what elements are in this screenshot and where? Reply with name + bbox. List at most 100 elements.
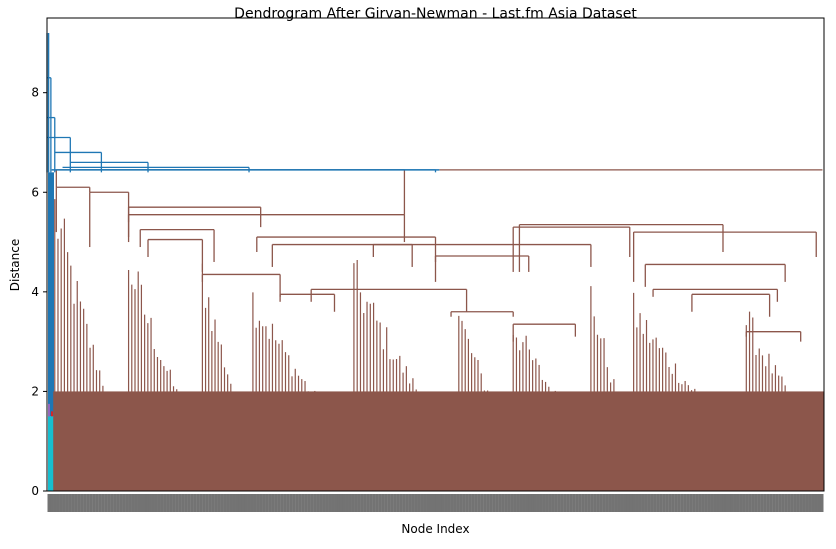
x-tick-label-mark (719, 494, 723, 512)
x-tick-label-mark (116, 494, 120, 512)
x-tick-label-mark (223, 494, 227, 512)
x-tick-label-mark (757, 494, 761, 512)
x-tick-label-mark (629, 494, 633, 512)
x-tick-label-mark (307, 494, 311, 512)
x-tick-label-mark (325, 494, 329, 512)
x-tick-label-mark (730, 494, 734, 512)
x-tick-label-mark (632, 494, 636, 512)
x-tick-label-mark (575, 494, 579, 512)
x-tick-label-mark (793, 494, 797, 512)
x-tick-label-mark (426, 494, 430, 512)
x-tick-label-mark (510, 494, 514, 512)
x-tick-label-mark (301, 494, 305, 512)
y-tick-label: 8 (31, 86, 39, 100)
x-tick-label-mark (489, 494, 493, 512)
above-threshold-block (48, 172, 54, 417)
x-tick-label-mark (647, 494, 651, 512)
x-tick-label-mark (507, 494, 511, 512)
x-tick-label-mark (513, 494, 517, 512)
x-tick-label-mark (83, 494, 87, 512)
x-tick-label-mark (498, 494, 502, 512)
x-tick-label-mark (178, 494, 182, 512)
x-tick-label-mark (220, 494, 224, 512)
y-tick-label: 0 (31, 484, 39, 498)
x-tick-label-mark (796, 494, 800, 512)
x-tick-label-mark (635, 494, 639, 512)
x-tick-label-mark (89, 494, 93, 512)
x-tick-label-mark (390, 494, 394, 512)
x-tick-label-mark (456, 494, 460, 512)
x-tick-label-mark (677, 494, 681, 512)
x-tick-label-mark (686, 494, 690, 512)
x-tick-label-mark (799, 494, 803, 512)
x-tick-label-mark (450, 494, 454, 512)
x-tick-label-mark (528, 494, 532, 512)
x-tick-label-mark (638, 494, 642, 512)
x-tick-label-mark (704, 494, 708, 512)
x-tick-label-mark (569, 494, 573, 512)
x-tick-label-mark (754, 494, 758, 512)
x-tick-label-mark (65, 494, 69, 512)
x-tick-label-mark (444, 494, 448, 512)
x-tick-label-mark (253, 494, 257, 512)
x-tick-label-mark (650, 494, 654, 512)
x-tick-label-mark (432, 494, 436, 512)
x-tick-label-mark (122, 494, 126, 512)
x-tick-label-mark (110, 494, 114, 512)
x-tick-label-mark (584, 494, 588, 512)
x-tick-label-mark (372, 494, 376, 512)
x-tick-label-mark (59, 494, 63, 512)
x-tick-label-mark (47, 494, 51, 512)
dendrogram-links (46, 32, 825, 491)
x-tick-label-mark (214, 494, 218, 512)
x-tick-label-mark (480, 494, 484, 512)
x-tick-label-mark (145, 494, 149, 512)
x-tick-label-mark (86, 494, 90, 512)
x-axis-label: Node Index (401, 522, 470, 536)
x-tick-label-mark (137, 494, 141, 512)
plot-frame (46, 17, 825, 492)
x-tick-label-mark (196, 494, 200, 512)
x-tick-label-mark (713, 494, 717, 512)
x-tick-label-mark (453, 494, 457, 512)
x-tick-label-mark (483, 494, 487, 512)
x-tick-label-mark (217, 494, 221, 512)
x-tick-label-mark (733, 494, 737, 512)
x-tick-label-mark (334, 494, 338, 512)
y-axis-label: Distance (8, 238, 22, 292)
x-tick-label-mark (348, 494, 352, 512)
x-tick-label-mark (354, 494, 358, 512)
x-tick-label-mark (724, 494, 728, 512)
x-tick-label-mark (402, 494, 406, 512)
x-tick-label-mark (778, 494, 782, 512)
x-tick-label-mark (554, 494, 558, 512)
x-tick-label-mark (739, 494, 743, 512)
x-tick-label-mark (692, 494, 696, 512)
x-tick-label-mark (525, 494, 529, 512)
x-tick-label-mark (572, 494, 576, 512)
x-tick-label-mark (504, 494, 508, 512)
x-tick-label-mark (342, 494, 346, 512)
x-tick-label-mark (405, 494, 409, 512)
x-tick-label-mark (295, 494, 299, 512)
x-tick-label-mark (244, 494, 248, 512)
x-tick-label-mark (674, 494, 678, 512)
x-tick-label-mark (811, 494, 815, 512)
x-tick-label-mark (814, 494, 818, 512)
x-tick-label-mark (429, 494, 433, 512)
x-tick-label-mark (387, 494, 391, 512)
x-tick-label-mark (381, 494, 385, 512)
x-tick-label-mark (134, 494, 138, 512)
x-tick-label-mark (760, 494, 764, 512)
x-tick-label-mark (551, 494, 555, 512)
x-tick-label-mark (160, 494, 164, 512)
x-tick-label-mark (477, 494, 481, 512)
x-tick-label-mark (557, 494, 561, 512)
x-tick-label-mark (716, 494, 720, 512)
x-tick-label-mark (533, 494, 537, 512)
x-tick-label-mark (331, 494, 335, 512)
x-tick-label-mark (695, 494, 699, 512)
x-tick-label-mark (492, 494, 496, 512)
small-cluster-block (48, 403, 50, 417)
